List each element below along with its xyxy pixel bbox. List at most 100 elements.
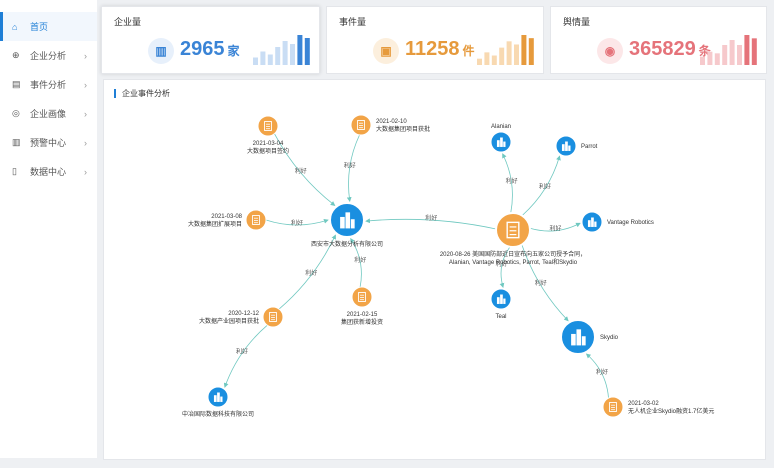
- building-icon: [340, 212, 355, 229]
- graph-node-label: 2021-02-15 集团获新增投资: [341, 312, 383, 326]
- building-icon: [496, 294, 506, 304]
- document-icon: [264, 121, 272, 131]
- clipboard-icon: ▣: [373, 38, 399, 64]
- calendar-icon: ▤: [12, 79, 21, 89]
- building-icon: ▥: [148, 38, 174, 64]
- graph-node-event[interactable]: 2021-02-15 集团获新增投资: [341, 286, 383, 326]
- spark-bar: [304, 38, 310, 65]
- sidebar-item-label: 企业画像: [30, 109, 67, 119]
- graph-node-event[interactable]: 2021-02-10 大数据集团项目获批: [350, 114, 430, 136]
- document-icon: [506, 221, 520, 239]
- graph-node-label: 2021-03-04 大数据项目签约: [247, 141, 289, 155]
- graph-edge: [521, 244, 569, 322]
- stat-value-number: 11258: [405, 38, 460, 60]
- graph-node-company[interactable]: Alanian: [490, 124, 512, 153]
- spark-bar: [700, 56, 705, 65]
- graph-edge: [223, 324, 268, 388]
- graph-edge: [502, 153, 513, 214]
- graph-edge-label: 利好: [305, 269, 317, 277]
- spark-bar: [707, 51, 713, 65]
- target-icon: ◎: [12, 108, 20, 118]
- graph-node-event[interactable]: 2020-12-12 大数据产业园项目获批: [199, 306, 284, 328]
- document-icon: [358, 292, 366, 302]
- spark-bar: [253, 57, 258, 65]
- chevron-right-icon: ›: [84, 166, 87, 177]
- spark-bar: [267, 54, 273, 65]
- building-icon: [571, 329, 586, 346]
- sidebar-item-2[interactable]: ▤ 事件分析 ›: [0, 70, 97, 99]
- graph-edge-label: 利好: [535, 279, 547, 287]
- sidebar-item-label: 预警中心: [30, 138, 67, 148]
- spark-bar: [737, 45, 742, 65]
- sidebar-item-4[interactable]: ▥ 预警中心 ›: [0, 128, 97, 157]
- stat-sparkbar-chart: [700, 35, 757, 65]
- spark-bar: [506, 41, 512, 65]
- graph-node-label: Teal: [495, 314, 506, 320]
- stat-value-unit: 家: [227, 44, 240, 58]
- graph-node-label: 2020-12-12 大数据产业园项目获批: [199, 311, 260, 325]
- sidebar-item-1[interactable]: ⊕ 企业分析 ›: [0, 41, 97, 70]
- enterprise-event-analysis-panel: 企业事件分析 利好 利好 利好 利好 利好 利好 利好 利好 利好 利好 利好 利好 利好 西安市大数据分…: [103, 79, 766, 460]
- graph-edge-label: 利好: [496, 260, 508, 268]
- sidebar-item-5[interactable]: ▯ 数据中心 ›: [0, 157, 97, 186]
- graph-edge: [350, 237, 362, 288]
- target-icon: ◉: [597, 38, 623, 64]
- graph-edge-label: 利好: [354, 256, 366, 264]
- graph-edge: [274, 133, 336, 206]
- graph-node-circle: [262, 306, 284, 328]
- spark-bar: [729, 40, 735, 65]
- graph-node-event[interactable]: 2021-03-02 无人机企业Skydio融资1.7亿美元: [602, 396, 714, 418]
- spark-bar: [514, 44, 519, 65]
- stat-sparkbar-chart: [253, 35, 310, 65]
- graph-node-company[interactable]: Vantage Robotics: [581, 211, 654, 233]
- document-icon: ▯: [12, 166, 17, 176]
- stat-card-title: 事件量: [339, 17, 367, 27]
- graph-node-label: 2020-08-26 美国国防部近日宣布向五家公司授予合同， Alanian, V…: [440, 250, 586, 266]
- building-icon: [496, 137, 506, 147]
- spark-bar: [290, 44, 295, 65]
- graph-node-label: 西安市大数据分析有限公司: [311, 240, 383, 248]
- graph-node-company[interactable]: Teal: [490, 288, 512, 320]
- stat-card-0[interactable]: 企业量 ▥ 2965 家: [101, 6, 320, 74]
- graph-edge-label: 利好: [596, 368, 608, 376]
- graph-node-event[interactable]: 2021-03-08 大数据集团扩展项目: [188, 209, 267, 231]
- stat-card-2[interactable]: 舆情量 ◉ 365829 条: [550, 6, 767, 74]
- graph-edge: [265, 218, 329, 226]
- document-icon: [252, 215, 260, 225]
- building-icon: ▥: [12, 137, 21, 147]
- graph-edge: [346, 134, 360, 202]
- home-icon: ⌂: [12, 21, 18, 32]
- graph-node-event[interactable]: 2020-08-26 美国国防部近日宣布向五家公司授予合同， Alanian, V…: [440, 212, 586, 266]
- spark-bar: [282, 41, 288, 65]
- chevron-right-icon: ›: [84, 79, 87, 90]
- event-relation-graph: 利好利好利好利好利好利好利好利好利好利好利好利好利好西安市大数据分析有限公司20…: [182, 114, 714, 418]
- spark-bar: [714, 53, 720, 65]
- graph-edge-label: 利好: [549, 225, 561, 233]
- stat-card-value: 2965 家: [180, 38, 240, 61]
- sidebar-item-label: 数据中心: [30, 167, 67, 177]
- stat-value-number: 2965: [180, 38, 225, 60]
- spark-bar: [751, 38, 757, 65]
- globe-icon: ⊕: [12, 50, 20, 60]
- graph-node-company[interactable]: 西安市大数据分析有限公司: [311, 202, 383, 248]
- stat-card-1[interactable]: 事件量 ▣ 11258 件: [326, 6, 544, 74]
- graph-edge-label: 利好: [291, 219, 303, 227]
- sidebar-item-0[interactable]: ⌂ 首页: [0, 12, 97, 41]
- building-icon: [587, 217, 597, 227]
- stat-value-number: 365829: [629, 38, 696, 60]
- graph-node-company[interactable]: 中冶国际数据科技有限公司: [182, 386, 254, 418]
- spark-bar: [275, 47, 281, 65]
- graph-edge: [585, 353, 609, 399]
- graph-node-company[interactable]: Skydio: [560, 319, 619, 355]
- graph-edge: [499, 246, 511, 288]
- graph-node-company[interactable]: Parrot: [555, 135, 598, 157]
- chevron-right-icon: ›: [84, 137, 87, 148]
- chevron-right-icon: ›: [84, 108, 87, 119]
- graph-edge: [529, 222, 581, 232]
- sidebar-item-3[interactable]: ◎ 企业画像 ›: [0, 99, 97, 128]
- panel-title: 企业事件分析: [114, 89, 170, 98]
- graph-node-circle: [351, 286, 373, 308]
- graph-edge-label: 利好: [236, 347, 248, 355]
- graph-node-circle: [495, 212, 531, 248]
- graph-node-event[interactable]: 2021-03-04 大数据项目签约: [247, 115, 289, 155]
